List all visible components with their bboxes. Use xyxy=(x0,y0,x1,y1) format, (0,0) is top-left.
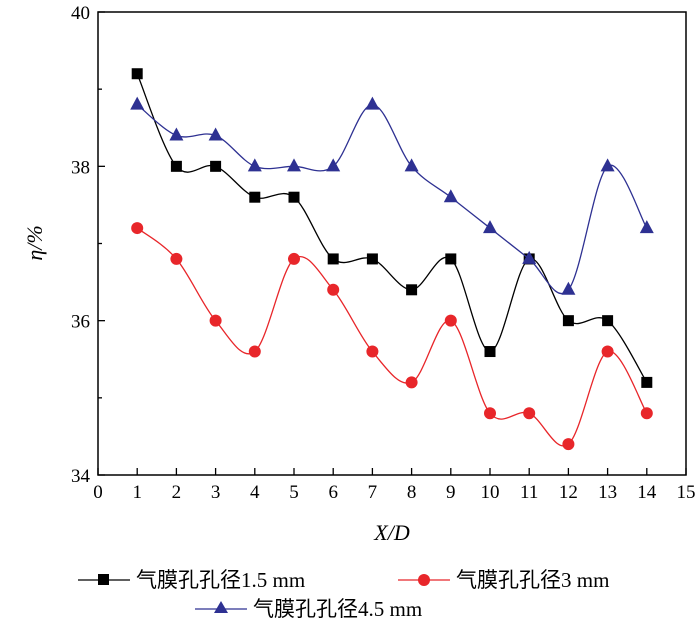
data-point-triangle xyxy=(208,127,223,141)
series-line-1 xyxy=(136,73,648,383)
data-point-square xyxy=(406,284,418,296)
data-point-triangle xyxy=(600,158,615,172)
data-point-square xyxy=(170,160,182,172)
legend-item-1: 气膜孔孔径1.5 mm xyxy=(78,568,305,592)
x-tick-label: 9 xyxy=(446,482,456,503)
x-tick-label: 2 xyxy=(172,482,182,503)
y-axis-title: η/% xyxy=(22,225,47,260)
x-tick-label: 0 xyxy=(93,482,103,503)
data-point-square xyxy=(562,315,574,327)
data-point-triangle xyxy=(639,220,654,234)
data-point-circle xyxy=(248,345,261,358)
data-point-triangle xyxy=(287,158,301,172)
data-point-circle xyxy=(601,345,614,358)
legend-marker-triangle xyxy=(214,601,228,613)
series-line-3 xyxy=(136,103,648,294)
svg-text:气膜孔孔径4.5 mm: 气膜孔孔径4.5 mm xyxy=(253,597,422,621)
svg-text:气膜孔孔径3 mm: 气膜孔孔径3 mm xyxy=(456,568,609,592)
data-point-circle xyxy=(170,252,183,265)
data-point-square xyxy=(131,68,143,80)
data-point-circle xyxy=(327,283,340,296)
data-point-triangle xyxy=(483,220,497,234)
data-point-circle xyxy=(444,314,457,327)
y-tick-label: 36 xyxy=(71,312,90,333)
data-point-circle xyxy=(640,407,653,420)
data-point-circle xyxy=(523,407,536,420)
data-point-square xyxy=(210,160,222,172)
data-point-square xyxy=(249,191,261,203)
data-point-triangle xyxy=(561,281,576,295)
data-point-square xyxy=(602,315,614,327)
data-point-triangle xyxy=(404,158,419,172)
x-tick-label: 4 xyxy=(250,482,260,503)
x-tick-label: 5 xyxy=(289,482,299,503)
legend: 气膜孔孔径1.5 mm 气膜孔孔径3 mm 气膜孔孔径4.5 mm xyxy=(78,568,609,621)
x-axis-title: X/D xyxy=(373,520,410,545)
data-point-square xyxy=(641,376,653,388)
data-point-circle xyxy=(209,314,222,327)
legend-marker-circle xyxy=(418,574,430,586)
data-point-triangle xyxy=(443,189,458,203)
legend-marker-square xyxy=(98,574,109,585)
data-point-triangle xyxy=(326,158,341,172)
x-tick-label: 6 xyxy=(328,482,338,503)
x-tick-label: 14 xyxy=(637,482,657,503)
data-point-square xyxy=(288,191,300,203)
y-tick-label: 40 xyxy=(71,3,90,24)
data-point-triangle xyxy=(130,96,145,110)
x-tick-label: 12 xyxy=(559,482,578,503)
y-tick-label: 38 xyxy=(71,157,90,178)
plot-frame xyxy=(97,11,687,476)
x-tick-label: 13 xyxy=(598,482,617,503)
series-line-2 xyxy=(136,227,648,447)
legend-item-3: 气膜孔孔径4.5 mm xyxy=(195,597,422,621)
data-point-circle xyxy=(562,438,575,451)
svg-text:气膜孔孔径1.5 mm: 气膜孔孔径1.5 mm xyxy=(136,568,305,592)
data-point-circle xyxy=(288,252,300,265)
data-point-triangle xyxy=(169,127,184,141)
x-tick-label: 10 xyxy=(481,482,500,503)
data-point-circle xyxy=(484,407,496,420)
data-point-triangle xyxy=(522,250,537,264)
x-tick-label: 3 xyxy=(211,482,221,503)
data-point-circle xyxy=(405,376,418,389)
data-point-triangle xyxy=(247,158,262,172)
y-tick-label: 34 xyxy=(71,466,91,487)
data-point-square xyxy=(484,346,496,358)
data-point-circle xyxy=(366,345,379,358)
data-point-square xyxy=(445,253,457,265)
x-tick-label: 7 xyxy=(368,482,378,503)
data-point-square xyxy=(366,253,378,265)
x-tick-label: 11 xyxy=(520,482,538,503)
x-tick-label: 1 xyxy=(132,482,142,503)
x-tick-label: 15 xyxy=(677,482,696,503)
data-point-circle xyxy=(131,222,144,235)
legend-item-2: 气膜孔孔径3 mm xyxy=(398,568,609,592)
data-point-triangle xyxy=(365,96,380,110)
data-point-square xyxy=(327,253,339,265)
x-tick-label: 8 xyxy=(407,482,417,503)
